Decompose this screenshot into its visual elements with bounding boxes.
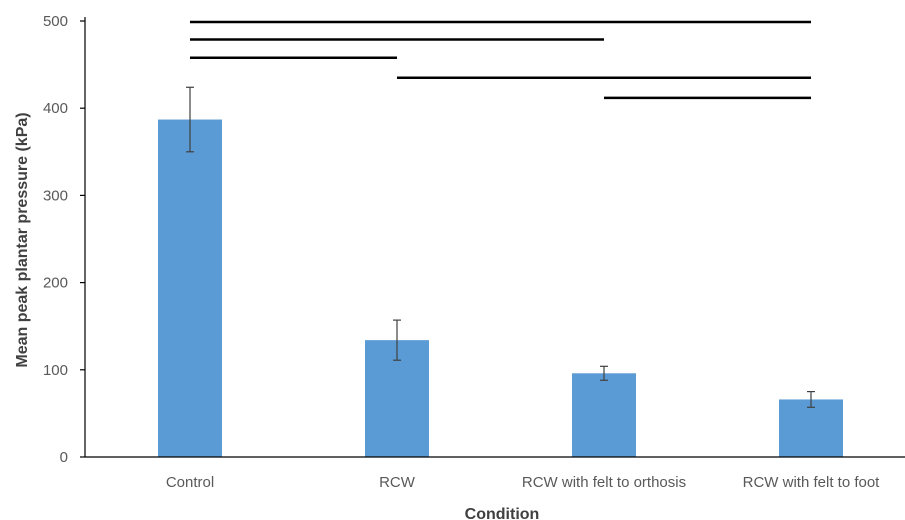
y-axis-title: Mean peak plantar pressure (kPa) bbox=[14, 112, 31, 367]
x-axis-title: Condition bbox=[465, 506, 540, 520]
bar bbox=[158, 119, 222, 457]
x-tick-label: RCW with felt to orthosis bbox=[522, 474, 686, 491]
x-tick-label: RCW with felt to foot bbox=[743, 474, 881, 491]
bar bbox=[572, 373, 636, 457]
x-tick-label: Control bbox=[166, 474, 214, 491]
y-tick-label: 0 bbox=[60, 449, 68, 466]
x-tick-label: RCW bbox=[379, 474, 416, 491]
y-tick-label: 400 bbox=[43, 100, 68, 117]
y-tick-label: 500 bbox=[43, 13, 68, 30]
y-tick-label: 100 bbox=[43, 362, 68, 379]
y-tick-label: 300 bbox=[43, 187, 68, 204]
y-tick-label: 200 bbox=[43, 275, 68, 292]
bar bbox=[779, 399, 843, 457]
